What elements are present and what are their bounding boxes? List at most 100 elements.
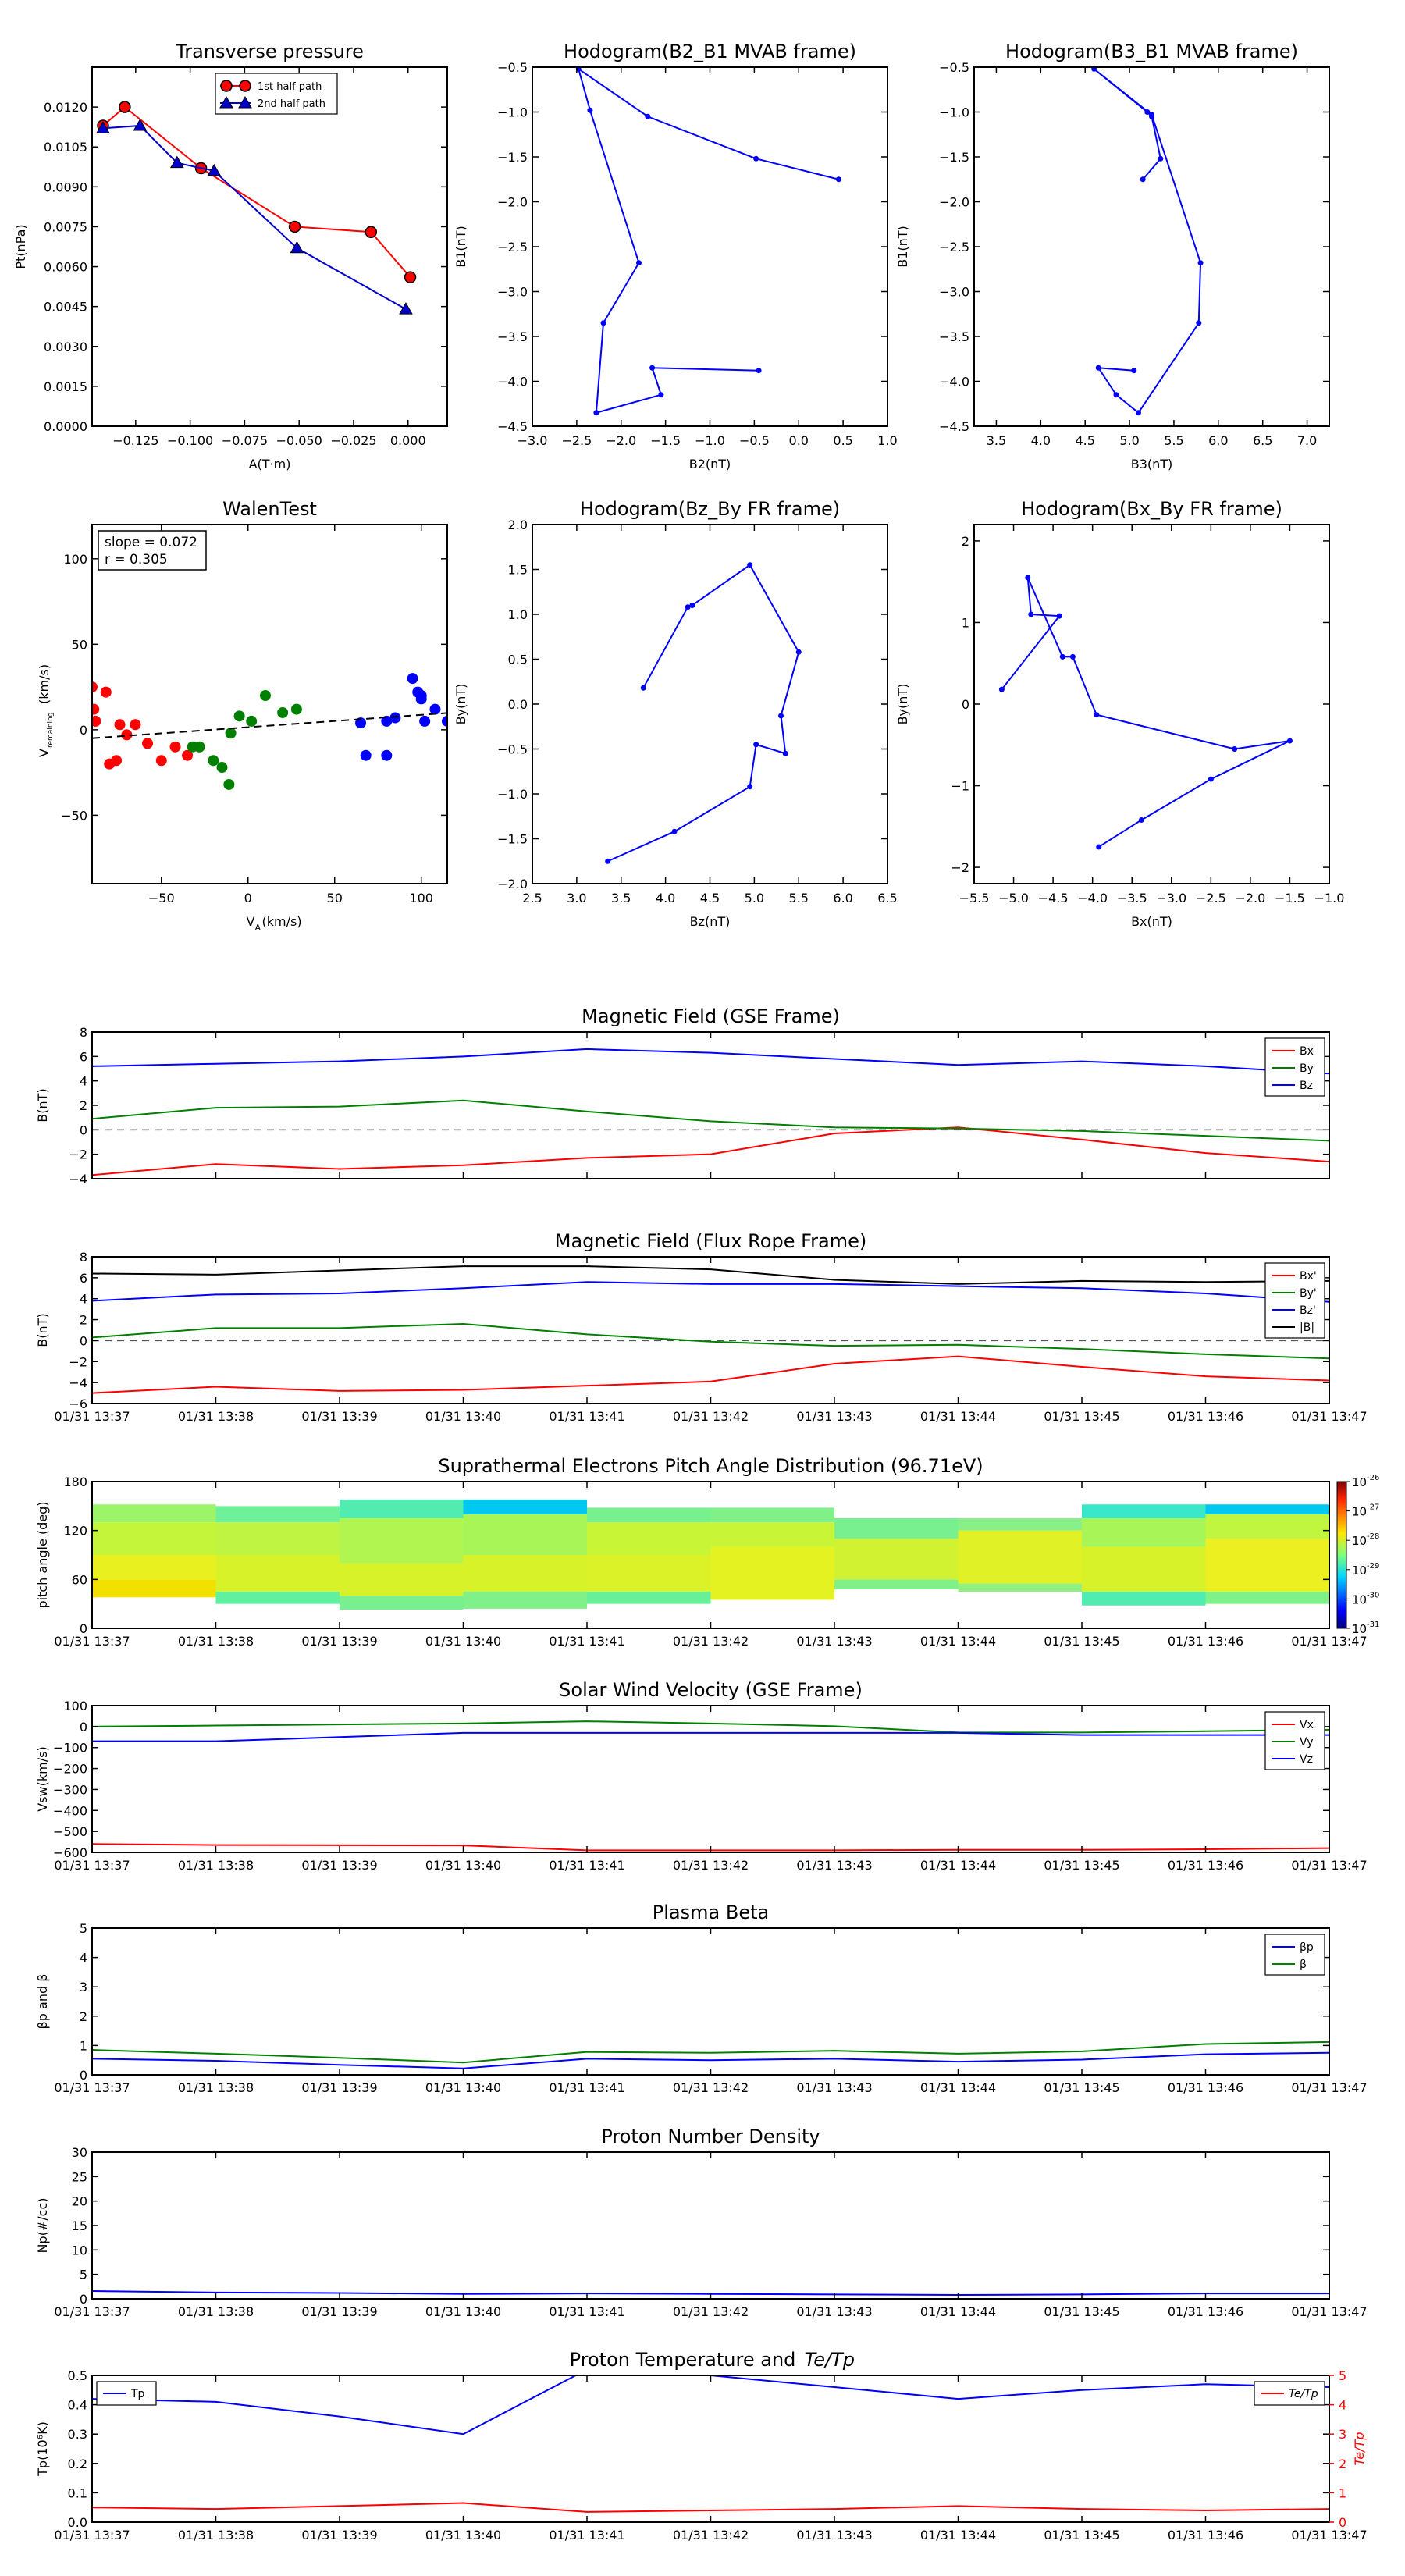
x-tick-label: 01/31 13:47 xyxy=(1291,2080,1367,2095)
plot-area xyxy=(92,1720,1329,1852)
y-tick-label: −4.5 xyxy=(939,419,969,434)
axes-frame xyxy=(91,524,448,884)
heatmap-cell xyxy=(1205,1592,1329,1604)
heatmap-cell xyxy=(1082,1546,1206,1592)
x-tick-label: −2.0 xyxy=(1235,891,1265,906)
legend-label: Vx xyxy=(1300,1719,1314,1731)
data-point xyxy=(778,713,784,719)
series-line xyxy=(1001,577,1290,848)
x-tick-label: 01/31 13:40 xyxy=(425,1634,501,1649)
y-tick-label: 0.2 xyxy=(68,2457,87,2471)
x-axis-label-sub: A xyxy=(255,923,261,933)
series-line xyxy=(102,105,411,278)
y-axis-label: pitch angle (deg) xyxy=(35,1501,50,1608)
data-point xyxy=(782,750,788,756)
y-axis-label-suffix: (km/s) xyxy=(37,664,52,704)
data-point xyxy=(111,755,123,767)
x-tick-label: −0.5 xyxy=(739,433,770,448)
y2-tick-label: 3 xyxy=(1339,2427,1346,2442)
y-tick-label: 25 xyxy=(72,2169,87,2184)
y-tick-label: −4 xyxy=(69,1172,87,1187)
y-axis-label: Np(#/cc) xyxy=(35,2198,50,2254)
panel-proton-density: Proton Number Density 01/31 13:37 01/31 13… xyxy=(35,2126,1368,2319)
data-point xyxy=(1138,817,1144,823)
y-tick-label: 1 xyxy=(80,2038,87,2053)
x-tick-label: 01/31 13:43 xyxy=(796,1409,872,1424)
y-tick-label: 0.5 xyxy=(508,653,528,667)
data-point xyxy=(182,749,194,761)
legend-box xyxy=(1264,1934,1325,1976)
series-line xyxy=(92,1048,1329,1075)
heatmap-cell xyxy=(1205,1539,1329,1592)
y-tick-label: 3 xyxy=(80,1980,87,1994)
plot-area xyxy=(998,575,1293,850)
axes-frame xyxy=(91,2151,1330,2300)
x-tick-label: −1.0 xyxy=(695,433,725,448)
legend-label: Bx xyxy=(1300,1045,1314,1058)
legend-label: 1st half path xyxy=(258,81,322,93)
x-tick-label: 01/31 13:44 xyxy=(920,2304,996,2319)
x-tick-label: 01/31 13:39 xyxy=(301,1409,377,1424)
colorbar-tick-label: 10 xyxy=(1352,1475,1367,1489)
data-point xyxy=(1232,746,1238,752)
y-tick-label: 6 xyxy=(80,1271,87,1286)
plot-area xyxy=(605,562,802,864)
y-tick-label: −2.5 xyxy=(939,240,969,254)
colorbar xyxy=(1336,1481,1347,1629)
x-axis-label: A(T·m) xyxy=(249,457,291,471)
x-tick-label: 01/31 13:38 xyxy=(178,1858,254,1873)
x-axis-label: B3(nT) xyxy=(1131,457,1173,471)
data-point xyxy=(649,365,656,371)
data-point xyxy=(223,778,235,790)
x-tick-label: 01/31 13:44 xyxy=(920,1858,996,1873)
x-tick-label: 01/31 13:39 xyxy=(301,2304,377,2319)
y-axis-label: B(nT) xyxy=(35,1313,50,1347)
x-tick-label: 01/31 13:42 xyxy=(673,1634,749,1649)
x-tick-label: −0.100 xyxy=(167,433,213,448)
data-point xyxy=(636,260,642,266)
panel-proton-temperature: Proton Temperature and 01/31 13:37 01/31 … xyxy=(35,2349,1368,2542)
annotation-box xyxy=(98,530,207,571)
heatmap-cell xyxy=(215,1506,340,1523)
heatmap-cell xyxy=(587,1555,711,1592)
colorbar-tick-exponent: -29 xyxy=(1367,1562,1379,1571)
x-axis-label: B2(nT) xyxy=(689,457,731,471)
x-tick-label: 01/31 13:40 xyxy=(425,2304,501,2319)
x-tick-label: 5.5 xyxy=(789,891,809,906)
data-point xyxy=(1096,844,1102,850)
data-point xyxy=(1196,320,1202,326)
x-tick-label: 01/31 13:45 xyxy=(1044,2304,1119,2319)
heatmap-cell xyxy=(215,1555,340,1592)
x-tick-label: 01/31 13:46 xyxy=(1168,1409,1243,1424)
legend-label: Te/Tp xyxy=(1289,2388,1318,2400)
data-point xyxy=(100,686,112,698)
heatmap-cell xyxy=(463,1592,587,1609)
x-axis-label: Bz(nT) xyxy=(690,914,731,929)
panel-mag-field-fr: Magnetic Field (Flux Rope Frame) 01/31 13… xyxy=(35,1230,1368,1424)
x-tick-label: 01/31 13:41 xyxy=(549,1634,624,1649)
data-point xyxy=(419,715,431,727)
legend-label: Bz' xyxy=(1300,1304,1316,1317)
chart-title: Proton Number Density xyxy=(601,2126,820,2147)
series-line xyxy=(92,1265,1329,1285)
y-tick-label: −2 xyxy=(951,860,969,875)
data-point xyxy=(92,703,100,715)
colorbar-tick-label: 10 xyxy=(1352,1592,1367,1606)
data-point xyxy=(605,858,611,864)
data-point xyxy=(288,220,301,233)
y-tick-label: 1.5 xyxy=(508,563,528,578)
heatmap-cell xyxy=(92,1579,216,1598)
data-point xyxy=(1208,776,1214,782)
y-tick-label: 0.0030 xyxy=(44,340,87,354)
y-tick-label: −4.0 xyxy=(939,375,969,390)
y-tick-label: 0 xyxy=(80,723,87,738)
y-tick-label: −1.0 xyxy=(497,105,528,120)
y-tick-label: 2 xyxy=(80,2009,87,2024)
data-point xyxy=(169,741,181,753)
data-point xyxy=(1095,365,1101,371)
y-tick-label: 0.0105 xyxy=(44,140,87,155)
data-point xyxy=(133,118,148,131)
colorbar-tick-exponent: -30 xyxy=(1367,1591,1379,1599)
x-tick-label: 4.0 xyxy=(1031,433,1051,448)
y-tick-label: 0.0060 xyxy=(44,260,87,275)
